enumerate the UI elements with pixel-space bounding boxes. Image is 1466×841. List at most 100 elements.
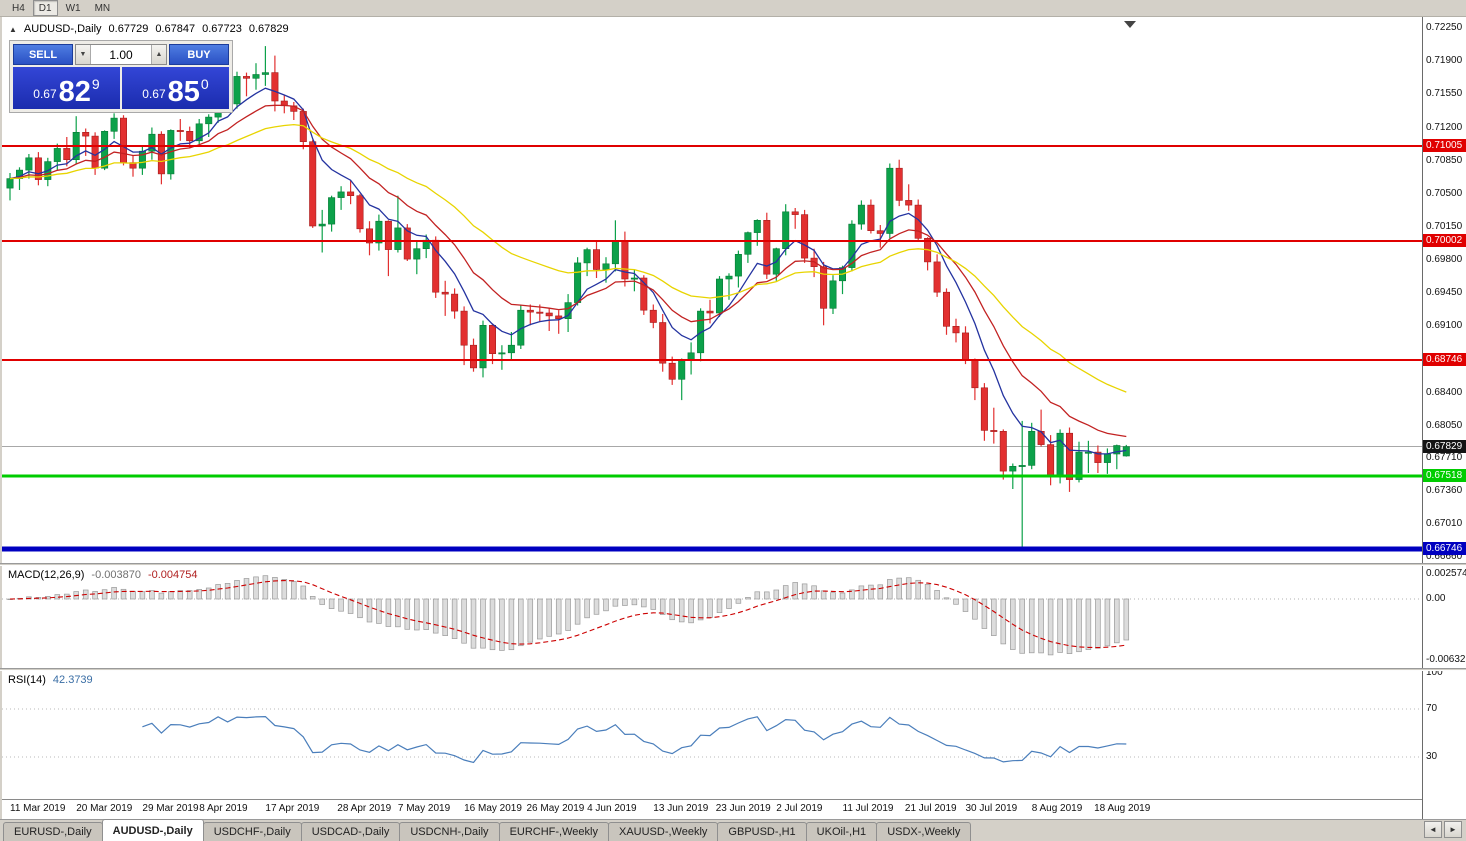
candles	[6, 46, 1130, 547]
hline-price-badge: 0.66746	[1423, 542, 1466, 555]
chart-shift-marker-icon[interactable]	[1124, 21, 1136, 28]
chart-header: ▲ AUDUSD-,Daily 0.67729 0.67847 0.67723 …	[9, 23, 289, 35]
date-axis-label: 16 May 2019	[464, 803, 522, 814]
date-axis-label: 26 May 2019	[526, 803, 585, 814]
rsi-chart[interactable]	[2, 671, 1422, 799]
rsi-axis-label: 70	[1426, 703, 1438, 714]
rsi-line	[142, 715, 1127, 764]
date-axis-label: 2 Jul 2019	[776, 803, 823, 814]
hline-price-badge: 0.68746	[1423, 352, 1466, 366]
date-axis-label: 8 Apr 2019	[199, 803, 248, 814]
price-axis-label: 0.72250	[1426, 22, 1463, 34]
period-button-w1[interactable]: W1	[65, 2, 81, 14]
period-toolbar: H4 D1 W1 MN	[0, 0, 1466, 17]
chart-tab-usdcad[interactable]: USDCAD-,Daily	[300, 822, 401, 841]
date-axis-label: 8 Aug 2019	[1031, 803, 1083, 814]
rsi-label-row: RSI(14) 42.3739	[8, 674, 93, 686]
macd-axis-label: 0.00	[1426, 593, 1446, 604]
chart-tab-xauusd[interactable]: XAUUSD-,Weekly	[607, 822, 719, 841]
rsi-axis-label: 30	[1426, 751, 1438, 762]
macd-chart[interactable]	[2, 566, 1422, 668]
chart-panel[interactable]: ▲ AUDUSD-,Daily 0.67729 0.67847 0.67723 …	[2, 17, 1422, 563]
chart-tab-ukoil[interactable]: UKOil-,H1	[805, 822, 878, 841]
price-axis-label: 0.70150	[1426, 220, 1463, 232]
price-axis-label: 0.69800	[1426, 254, 1463, 265]
buy-price-sup: 0	[200, 76, 209, 92]
tab-scroll-arrows: ◄ ►	[1424, 821, 1466, 841]
chart-tab-usdx[interactable]: USDX-,Weekly	[876, 822, 972, 841]
price-axis-label: 0.71550	[1426, 88, 1463, 100]
rsi-axis-label: 100	[1426, 667, 1443, 678]
date-axis-label: 21 Jul 2019	[904, 803, 957, 814]
date-axis-label: 17 Apr 2019	[265, 803, 320, 814]
panel-splitter[interactable]	[0, 668, 1466, 671]
date-axis-label: 29 Mar 2019	[142, 803, 199, 814]
volume-stepper: ▼ 1.00 ▲	[75, 44, 167, 65]
period-button-d1[interactable]: D1	[32, 0, 58, 16]
ohlc-close: 0.67829	[248, 23, 289, 35]
one-click-trading-panel: SELL ▼ 1.00 ▲ BUY 0.67 82 9 0.67 85 0	[9, 40, 233, 113]
price-axis-label: 0.69100	[1426, 320, 1463, 332]
period-button-h4[interactable]: H4	[12, 2, 25, 14]
ma-line-30	[9, 123, 1127, 393]
chart-tab-eurchf[interactable]: EURCHF-,Weekly	[498, 822, 609, 841]
date-axis-label: 13 Jun 2019	[653, 803, 709, 814]
price-axis-label: 0.67360	[1426, 484, 1463, 496]
date-axis-label: 28 Apr 2019	[337, 803, 392, 814]
chart-tab-audusd[interactable]: AUDUSD-,Daily	[101, 819, 204, 841]
period-button-mn[interactable]: MN	[94, 2, 111, 14]
rsi-panel[interactable]: RSI(14) 42.3739	[2, 671, 1422, 799]
date-axis-label: 4 Jun 2019	[587, 803, 637, 814]
trade-panel-toggle-icon[interactable]: ▲	[9, 24, 17, 34]
macd-signal-line	[9, 580, 1127, 649]
sell-price-big: 82	[58, 76, 91, 108]
chart-symbol-label: AUDUSD-,Daily	[23, 23, 102, 35]
sell-price-display[interactable]: 0.67 82 9	[13, 67, 120, 109]
price-axis-label: 0.69450	[1426, 287, 1463, 299]
hline-price-badge: 0.71005	[1423, 139, 1466, 152]
chart-tab-gbpusd[interactable]: GBPUSD-,H1	[717, 822, 807, 841]
macd-main-value: -0.003870	[91, 569, 141, 581]
chart-tab-eurusd[interactable]: EURUSD-,Daily	[3, 822, 103, 841]
date-axis-label: 30 Jul 2019	[965, 803, 1018, 814]
price-axis-label: 0.66660	[1426, 551, 1463, 563]
buy-button[interactable]: BUY	[169, 44, 229, 65]
macd-label-row: MACD(12,26,9) -0.003870 -0.004754	[8, 569, 198, 581]
volume-input[interactable]: 1.00	[91, 45, 151, 64]
date-axis-label: 20 Mar 2019	[76, 803, 133, 814]
chart-tab-usdcnh[interactable]: USDCNH-,Daily	[399, 822, 500, 841]
macd-name: MACD(12,26,9)	[8, 569, 85, 581]
date-axis-label: 18 Aug 2019	[1094, 803, 1151, 814]
ma-line-7	[9, 87, 1127, 455]
hline-price-badge: 0.70002	[1423, 233, 1466, 247]
macd-panel[interactable]: MACD(12,26,9) -0.003870 -0.004754	[2, 566, 1422, 668]
sell-button[interactable]: SELL	[13, 44, 73, 65]
sell-price-prefix: 0.67	[33, 87, 57, 101]
buy-price-display[interactable]: 0.67 85 0	[122, 67, 229, 109]
tab-scroll-left-icon[interactable]: ◄	[1424, 821, 1442, 838]
tab-scroll-right-icon[interactable]: ►	[1444, 821, 1462, 838]
ohlc-high: 0.67847	[155, 23, 196, 35]
macd-axis-label: 0.002574	[1426, 568, 1466, 579]
time-axis[interactable]: 11 Mar 2019 20 Mar 2019 29 Mar 2019 8 Apr 2…	[2, 799, 1422, 819]
rsi-name: RSI(14)	[8, 674, 46, 686]
volume-decrease-button[interactable]: ▼	[76, 45, 91, 64]
price-axis-label: 0.71200	[1426, 121, 1463, 133]
price-axis-label: 0.67710	[1426, 451, 1463, 463]
price-axis[interactable]: 0.72250 0.71900 0.71550 0.71200 0.70850 0.705…	[1422, 17, 1466, 819]
rsi-value: 42.3739	[52, 674, 93, 686]
macd-axis-label: -0.006326	[1426, 654, 1466, 665]
bid-price-badge: 0.67829	[1423, 439, 1466, 453]
macd-signal-value: -0.004754	[147, 569, 198, 581]
panel-splitter[interactable]	[0, 563, 1466, 566]
date-axis-label: 11 Mar 2019	[10, 803, 66, 814]
price-axis-label: 0.70850	[1426, 154, 1463, 166]
volume-increase-button[interactable]: ▲	[151, 45, 166, 64]
ohlc-low: 0.67723	[202, 23, 242, 35]
price-axis-label: 0.70500	[1426, 187, 1463, 199]
date-axis-label: 11 Jul 2019	[842, 803, 894, 814]
macd-histogram	[7, 575, 1130, 656]
chart-tab-usdchf[interactable]: USDCHF-,Daily	[202, 822, 302, 841]
hline-price-badge: 0.67518	[1423, 469, 1466, 482]
candlestick-chart[interactable]	[2, 17, 1422, 563]
